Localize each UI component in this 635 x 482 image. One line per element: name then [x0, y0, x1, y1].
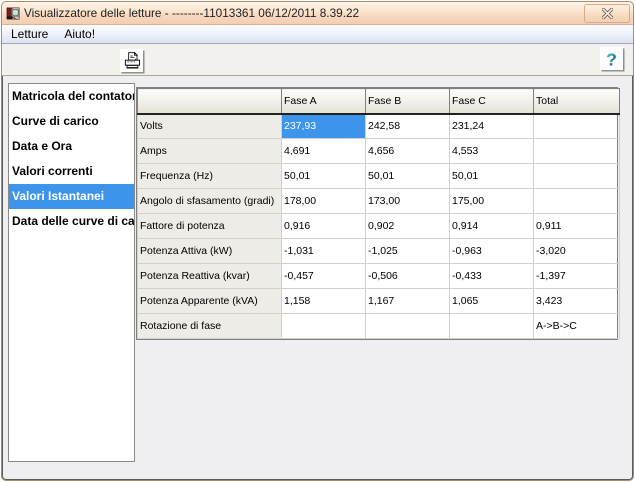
svg-text:?: ?	[606, 49, 617, 69]
